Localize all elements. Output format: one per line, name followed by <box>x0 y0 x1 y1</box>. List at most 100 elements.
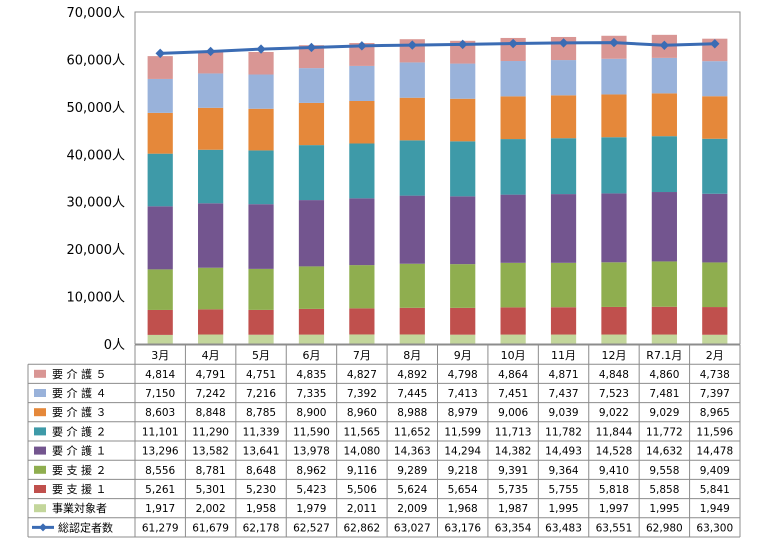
legend-swatch <box>34 465 46 474</box>
data-cell: 4,892 <box>397 369 427 381</box>
bar-segment <box>147 78 173 113</box>
data-cell: 4,798 <box>448 369 478 381</box>
y-tick-label: 70,000人 <box>67 6 126 21</box>
data-cell: 11,652 <box>394 426 431 438</box>
total-line-point <box>256 44 266 54</box>
data-cell: 2,009 <box>397 503 427 515</box>
data-cell: 9,006 <box>498 407 528 419</box>
data-cell: 8,648 <box>246 465 276 477</box>
data-cell: 4,751 <box>246 369 276 381</box>
legend-swatch <box>34 427 46 436</box>
bar-segment <box>702 138 728 194</box>
category-label: 10月 <box>501 349 526 362</box>
data-cell: 14,528 <box>596 446 633 458</box>
data-cell: 4,864 <box>498 369 528 381</box>
bar-segment <box>651 261 677 307</box>
data-cell: 5,423 <box>296 484 326 496</box>
bar-segment <box>248 74 274 109</box>
data-table: 3月 4月 5月 6月 7月 8月 9月 10月 11月 12月 R7.1月 2月要 介 護 ５ 4,8… <box>27 344 741 538</box>
data-cell: 8,848 <box>196 407 226 419</box>
bar-segment <box>198 107 224 150</box>
total-line-point <box>609 37 619 48</box>
bar-segment <box>651 57 677 94</box>
data-cell: 5,841 <box>700 484 730 496</box>
data-cell: 1,958 <box>246 503 276 515</box>
data-cell: 8,962 <box>296 465 326 477</box>
bar-segment <box>651 306 677 335</box>
data-cell: 11,713 <box>495 426 532 438</box>
bar-segment <box>147 153 173 207</box>
category-label: 8月 <box>403 349 421 362</box>
bar-segment <box>399 140 425 196</box>
total-line-point <box>558 38 569 48</box>
data-cell: 7,445 <box>397 388 427 400</box>
data-cell: 11,565 <box>344 426 381 438</box>
bar-segment <box>198 73 224 108</box>
data-cell: 4,848 <box>599 369 629 381</box>
legend-swatch <box>34 389 46 397</box>
bar-segment <box>500 262 526 308</box>
bar-segment <box>198 149 224 204</box>
y-tick-label: 50,000人 <box>67 101 126 116</box>
data-cell: 8,965 <box>700 407 730 419</box>
bar-segment <box>248 268 274 310</box>
data-cell: 14,632 <box>646 446 683 458</box>
data-cell: 61,279 <box>142 522 179 534</box>
category-label: 6月 <box>302 349 320 362</box>
bar-segment <box>450 63 476 99</box>
data-cell: 5,301 <box>196 484 226 496</box>
category-label: 3月 <box>151 349 169 362</box>
bar-segment <box>550 262 577 308</box>
bar-segment <box>550 194 577 263</box>
bar-segment <box>399 263 425 308</box>
bar-segment <box>601 334 627 344</box>
data-cell: 11,772 <box>646 426 683 438</box>
bar-segment <box>601 58 627 95</box>
bar-segment <box>702 61 728 97</box>
total-line-layer <box>155 37 720 59</box>
data-cell: 14,080 <box>344 446 381 458</box>
data-cell: 5,755 <box>549 484 579 496</box>
bar-segment <box>601 137 627 194</box>
bar-segment <box>298 102 325 146</box>
bar-segment <box>198 50 224 74</box>
data-cell: 7,523 <box>599 388 629 400</box>
data-cell: 9,409 <box>700 465 730 477</box>
bar-segment <box>298 266 325 309</box>
total-line-point <box>155 48 165 59</box>
data-cell: 1,995 <box>549 503 579 515</box>
data-cell: 7,335 <box>296 388 326 400</box>
data-cell: 62,178 <box>243 522 280 534</box>
data-cell: 14,493 <box>545 446 582 458</box>
bar-segment <box>500 61 526 97</box>
bar-segment <box>550 138 577 195</box>
bar-segment <box>298 145 325 201</box>
total-line-point <box>357 41 367 51</box>
data-cell: 11,339 <box>243 426 280 438</box>
data-cell: 8,785 <box>246 407 276 419</box>
bar-segment <box>450 141 476 197</box>
data-cell: 1,949 <box>700 503 730 515</box>
data-cell: 5,654 <box>448 484 478 496</box>
category-label: 7月 <box>353 349 371 362</box>
data-cell: 1,968 <box>448 503 478 515</box>
series-name: 要 支 援 ２ <box>52 463 107 477</box>
data-cell: 5,624 <box>397 484 427 496</box>
bar-segment <box>349 143 375 199</box>
bar-segment <box>550 60 577 96</box>
data-cell: 63,551 <box>596 522 633 534</box>
bar-segment <box>298 200 325 267</box>
bar-segment <box>399 97 425 141</box>
bar-segment <box>147 269 173 310</box>
data-cell: 5,818 <box>599 484 629 496</box>
data-cell: 62,527 <box>293 522 330 534</box>
y-tick-label: 20,000人 <box>67 243 126 258</box>
data-cell: 1,917 <box>145 503 175 515</box>
bar-segment <box>248 51 274 75</box>
data-cell: 4,860 <box>649 369 679 381</box>
bar-segment <box>349 43 375 66</box>
total-line-point <box>710 39 720 49</box>
data-cell: 4,871 <box>549 369 579 381</box>
data-cell: 5,858 <box>649 484 679 496</box>
bar-segment <box>601 262 627 307</box>
